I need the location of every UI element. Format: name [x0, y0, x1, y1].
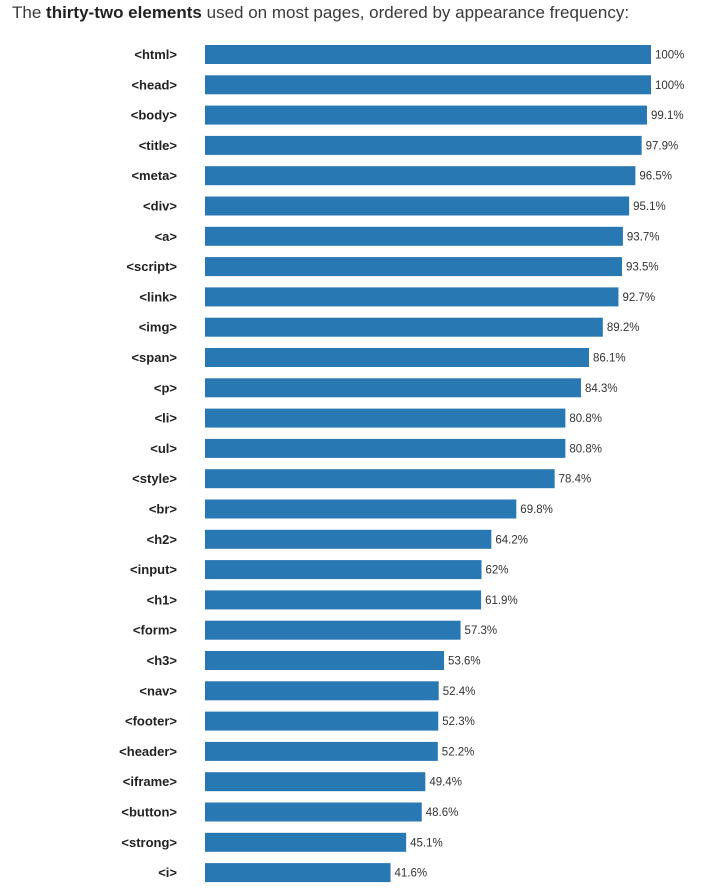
bar-link: [205, 287, 619, 307]
category-label-body: <body>: [131, 108, 178, 123]
value-label-h3: 53.6%: [448, 656, 481, 668]
value-label-script: 93.5%: [626, 262, 659, 274]
value-label-img: 89.2%: [607, 322, 640, 334]
bar-head: [205, 75, 651, 95]
category-label-h2: <h2>: [147, 532, 178, 547]
category-label-html: <html>: [134, 47, 177, 62]
bar-li: [205, 408, 566, 428]
value-label-head: 100%: [655, 80, 684, 92]
chart-title-prefix: The: [12, 3, 47, 22]
bar-h1: [205, 590, 482, 610]
bar-header: [205, 741, 438, 761]
bar-script: [205, 257, 623, 277]
category-label-title: <title>: [139, 138, 178, 153]
category-label-span: <span>: [131, 350, 177, 365]
bar-strong: [205, 832, 407, 852]
value-label-h1: 61.9%: [485, 595, 518, 607]
category-label-a: <a>: [155, 229, 178, 244]
value-label-button: 48.6%: [426, 807, 459, 819]
category-label-iframe: <iframe>: [123, 774, 178, 789]
bar-br: [205, 499, 517, 519]
value-label-form: 57.3%: [465, 625, 498, 637]
value-label-strong: 45.1%: [410, 837, 443, 849]
value-label-header: 52.2%: [442, 746, 475, 758]
category-label-form: <form>: [133, 623, 177, 638]
value-label-i: 41.6%: [395, 868, 428, 880]
value-label-meta: 96.5%: [639, 171, 672, 183]
value-label-footer: 52.3%: [442, 716, 475, 728]
category-label-head: <head>: [131, 77, 177, 92]
value-label-style: 78.4%: [559, 474, 592, 486]
bar-i: [205, 863, 391, 883]
bar-iframe: [205, 772, 426, 792]
category-label-br: <br>: [149, 502, 178, 517]
chart-title-suffix: used on most pages, ordered by appearanc…: [201, 3, 630, 22]
value-label-p: 84.3%: [585, 383, 618, 395]
bar-body: [205, 105, 647, 125]
value-label-div: 95.1%: [633, 201, 666, 213]
bar-form: [205, 620, 461, 640]
bar-p: [205, 378, 581, 398]
category-label-img: <img>: [139, 320, 178, 335]
bar-input: [205, 560, 482, 580]
value-label-iframe: 49.4%: [429, 777, 462, 789]
value-label-body: 99.1%: [651, 110, 684, 122]
value-label-input: 62%: [486, 565, 509, 577]
bar-h2: [205, 529, 492, 549]
bar-img: [205, 317, 603, 337]
bar-title: [205, 135, 642, 155]
chart-title-bold: thirty-two elements: [46, 3, 202, 22]
value-label-nav: 52.4%: [443, 686, 476, 698]
bar-style: [205, 469, 555, 489]
bar-div: [205, 196, 630, 216]
category-label-nav: <nav>: [139, 683, 177, 698]
value-label-li: 80.8%: [569, 413, 602, 425]
value-label-ul: 80.8%: [569, 443, 602, 455]
category-label-style: <style>: [132, 471, 177, 486]
category-label-p: <p>: [154, 380, 178, 395]
category-label-div: <div>: [143, 199, 177, 214]
value-label-a: 93.7%: [627, 231, 660, 243]
category-label-link: <link>: [139, 289, 177, 304]
value-label-h2: 64.2%: [495, 534, 528, 546]
bar-button: [205, 802, 422, 822]
category-label-h1: <h1>: [147, 592, 178, 607]
bar-nav: [205, 681, 439, 701]
value-label-span: 86.1%: [593, 353, 626, 365]
bar-h3: [205, 651, 445, 670]
category-label-footer: <footer>: [125, 714, 177, 729]
category-label-h3: <h3>: [147, 653, 178, 668]
bar-span: [205, 348, 590, 367]
value-label-html: 100%: [655, 50, 684, 62]
bar-html: [205, 45, 651, 64]
category-label-ul: <ul>: [150, 441, 177, 456]
bar-meta: [205, 166, 636, 186]
category-label-meta: <meta>: [131, 168, 177, 183]
chart-title: The thirty-two elements used on most pag…: [12, 3, 629, 23]
bar-a: [205, 226, 623, 246]
category-label-i: <i>: [158, 865, 177, 880]
bar-footer: [205, 711, 439, 731]
value-label-br: 69.8%: [520, 504, 553, 516]
category-label-strong: <strong>: [121, 835, 177, 850]
category-label-button: <button>: [121, 805, 177, 820]
category-label-input: <input>: [130, 562, 177, 577]
category-label-header: <header>: [119, 744, 177, 759]
bar-ul: [205, 438, 566, 458]
category-label-li: <li>: [155, 411, 178, 426]
value-label-title: 97.9%: [646, 140, 679, 152]
value-label-link: 92.7%: [622, 292, 655, 304]
category-label-script: <script>: [126, 259, 177, 274]
